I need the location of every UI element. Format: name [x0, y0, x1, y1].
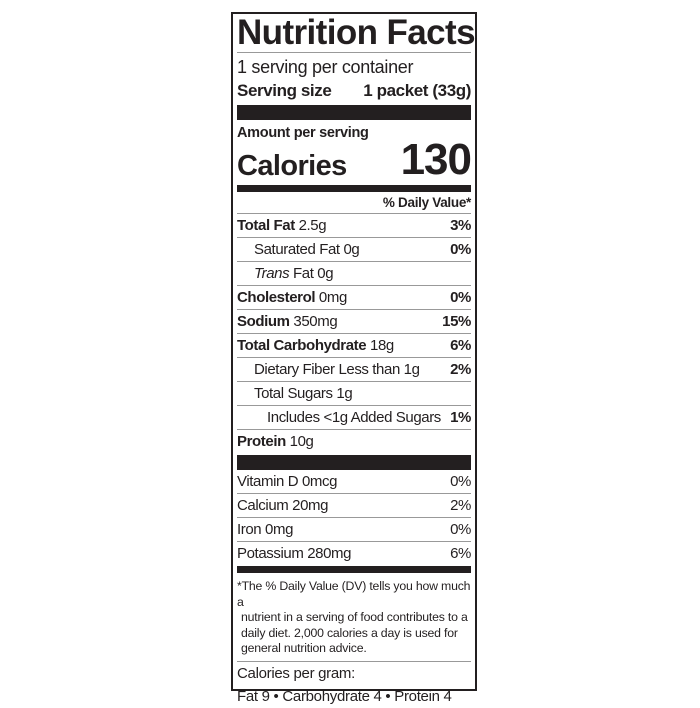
nutrient-name: Protein: [237, 433, 286, 450]
vitamin-dv: 0%: [450, 473, 471, 490]
vitamin-name: Calcium: [237, 497, 289, 514]
nutrition-facts-label: Nutrition Facts 1 serving per container …: [231, 12, 477, 705]
nutrient-dv: 0%: [450, 241, 471, 258]
nutrient-name: Dietary Fiber: [254, 361, 335, 378]
calories-value: 130: [400, 135, 472, 184]
nutrient-name: Trans: [254, 265, 290, 282]
servings-per-container: 1 serving per container: [237, 57, 414, 77]
calories-label: Calories: [237, 150, 347, 182]
nutrient-name-suffix: Fat: [293, 265, 314, 282]
nutrient-name: Cholesterol: [237, 289, 316, 306]
vitamin-dv: 6%: [450, 545, 471, 562]
vitamin-amount: 0mcg: [301, 473, 338, 490]
footnote-line: nutrient in a serving of food contribute…: [241, 610, 468, 624]
vitamin-row-calcium: Calcium 20mg 2%: [237, 494, 471, 518]
nutrient-amount: Less than 1g: [338, 361, 420, 378]
nutrient-amount: 0g: [343, 241, 360, 258]
serving-size-label: Serving size: [237, 81, 332, 100]
nutrient-row-protein: Protein 10g: [237, 430, 471, 454]
vitamin-dv: 0%: [450, 521, 471, 538]
nutrient-amount: 1g: [336, 385, 353, 402]
amount-per-serving: Amount per serving: [237, 125, 369, 141]
footnote-line: daily diet. 2,000 calories a day is used…: [241, 625, 458, 640]
medium-divider: [237, 185, 471, 192]
nutrient-amount: 10g: [289, 433, 314, 450]
vitamin-amount: 280mg: [307, 545, 352, 562]
nutrient-amount: 18g: [370, 337, 394, 354]
label-title: Nutrition Facts: [237, 13, 476, 53]
thick-divider: [237, 455, 471, 470]
vitamin-row-potassium: Potassium 280mg 6%: [237, 542, 471, 566]
nutrient-name: Sodium: [237, 313, 290, 330]
vitamin-name: Potassium: [237, 545, 304, 562]
nutrient-row-total-fat: Total Fat 2.5g 3%: [237, 214, 471, 238]
vitamin-name: Vitamin D: [237, 473, 299, 490]
serving-size: Serving size 1 packet (33g): [237, 80, 471, 105]
vitamin-row-iron: Iron 0mg 0%: [237, 518, 471, 542]
nutrient-amount: 0g: [317, 265, 334, 282]
nutrient-dv: 3%: [450, 217, 471, 234]
calories-row: Calories 130: [237, 138, 472, 183]
footnote-line: general nutrition advice.: [241, 641, 367, 655]
nutrient-name: Total Fat: [237, 217, 295, 234]
nutrient-amount: <1g Added Sugars: [323, 409, 441, 426]
nutrient-row-saturated-fat: Saturated Fat 0g 0%: [237, 238, 471, 262]
vitamin-row-vitamin-d: Vitamin D 0mcg 0%: [237, 470, 471, 494]
nutrient-dv: 6%: [450, 337, 471, 354]
daily-value-header: % Daily Value*: [237, 192, 471, 214]
nutrient-name: Saturated Fat: [254, 241, 340, 258]
vitamin-dv: 2%: [450, 497, 471, 514]
nutrient-row-trans-fat: Trans Fat 0g: [237, 262, 471, 286]
nutrient-name: Includes: [267, 409, 320, 426]
nutrient-row-added-sugars: Includes <1g Added Sugars 1%: [237, 406, 471, 430]
vitamin-amount: 0mg: [265, 521, 294, 538]
footnote: *The % Daily Value (DV) tells you how mu…: [237, 573, 471, 662]
vitamin-amount: 20mg: [292, 497, 329, 514]
nutrient-row-total-carbohydrate: Total Carbohydrate 18g 6%: [237, 334, 471, 358]
nutrient-dv: 2%: [450, 361, 471, 378]
calories-per-gram-values: Fat 9 • Carbohydrate 4 • Protein 4: [237, 687, 452, 705]
nutrient-amount: 350mg: [293, 313, 338, 330]
serving-size-value: 1 packet (33g): [363, 81, 471, 100]
medium-divider: [237, 566, 471, 573]
thick-divider: [237, 105, 471, 120]
nutrient-row-total-sugars: Total Sugars 1g: [237, 382, 471, 406]
nutrient-dv: 0%: [450, 289, 471, 306]
calories-per-gram-label: Calories per gram:: [237, 664, 355, 682]
nutrient-amount: 0mg: [318, 289, 347, 306]
nutrient-name: Total Carbohydrate: [237, 337, 367, 354]
footnote-line: *The % Daily Value (DV) tells you how mu…: [237, 579, 471, 609]
nutrient-name: Total Sugars: [254, 385, 333, 402]
nutrient-row-dietary-fiber: Dietary Fiber Less than 1g 2%: [237, 358, 471, 382]
nutrient-dv: 15%: [442, 313, 471, 330]
nutrient-row-cholesterol: Cholesterol 0mg 0%: [237, 286, 471, 310]
nutrient-dv: 1%: [450, 409, 471, 426]
vitamin-name: Iron: [237, 521, 262, 538]
nutrient-amount: 2.5g: [298, 217, 327, 234]
nutrient-row-sodium: Sodium 350mg 15%: [237, 310, 471, 334]
